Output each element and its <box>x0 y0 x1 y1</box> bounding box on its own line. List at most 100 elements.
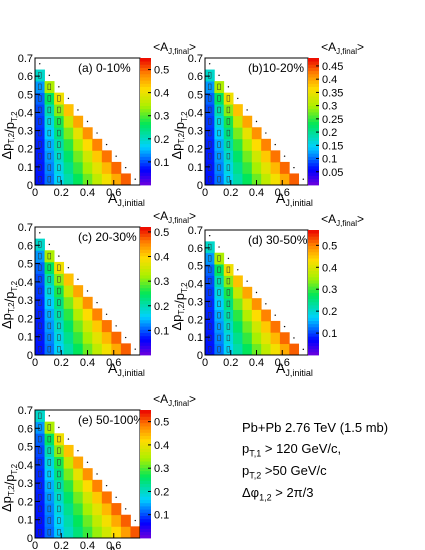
y-axis-label-sub: T,2 <box>177 132 186 143</box>
error-box <box>57 264 61 271</box>
colorbar-tick-label: 0.1 <box>154 157 169 169</box>
colorbar-segment <box>308 169 319 173</box>
heatmap-cell <box>101 503 112 516</box>
heatmap-cell <box>73 115 84 128</box>
heatmap-cell <box>63 273 74 286</box>
heatmap-cell <box>44 150 55 163</box>
colorbar-segment <box>308 146 319 151</box>
heatmap-cell <box>261 309 271 322</box>
colorbar-segment <box>140 291 151 295</box>
heatmap-cell <box>82 526 93 539</box>
error-box <box>217 266 221 273</box>
colorbar-segment <box>308 121 319 126</box>
sparse-dot <box>67 267 70 269</box>
error-box <box>47 299 51 306</box>
colorbar-segment <box>140 319 151 324</box>
heatmap-cell <box>44 479 55 492</box>
heatmap-cell <box>101 150 112 163</box>
colorbar-label-close: > <box>189 392 196 406</box>
colorbar-segment <box>308 140 319 145</box>
y-tick-label: 0.7 <box>18 53 33 65</box>
colorbar-segment <box>308 339 319 343</box>
heatmap-cell <box>233 332 243 345</box>
sparse-dot <box>48 243 51 246</box>
sparse-dot <box>208 234 211 237</box>
heatmap-cell <box>73 503 84 516</box>
colorbar-segment <box>140 146 151 151</box>
error-box <box>217 176 221 183</box>
y-tick-label: 0.3 <box>188 126 203 138</box>
heatmap-cell <box>270 173 281 186</box>
error-box <box>38 447 42 454</box>
colorbar-tick-label: 0.45 <box>322 61 343 73</box>
sparse-dot <box>105 313 108 315</box>
colorbar-segment <box>308 153 319 157</box>
colorbar-segment <box>308 264 319 268</box>
error-box <box>226 312 231 319</box>
heatmap-cell <box>223 264 234 276</box>
heatmap-cell <box>44 104 55 117</box>
heatmap-cell <box>82 161 93 174</box>
heatmap-panel-5: 0 0.2 0.4 0.6 0 0.1 0.2 0.3 0.4 0.5 0.6 0.7 AJ,initi… <box>0 392 196 550</box>
colorbar-segment <box>308 99 319 103</box>
colorbar-tick-label: 0.3 <box>154 111 169 123</box>
colorbar-label-sub: J,final <box>336 47 357 56</box>
heatmap-cell <box>233 173 243 186</box>
error-box <box>208 95 212 102</box>
error-box <box>217 129 221 137</box>
colorbar-tick-label: 0.5 <box>154 417 169 429</box>
sparse-dot <box>124 336 127 339</box>
y-tick-label: 0.2 <box>188 314 203 326</box>
heatmap-cell <box>223 92 234 105</box>
colorbar-segment <box>140 509 151 513</box>
heatmap-cell <box>35 444 45 457</box>
error-box <box>217 289 221 296</box>
colorbar-tick-label: 0.1 <box>322 154 337 166</box>
error-box <box>38 264 42 271</box>
heatmap-cell <box>205 138 215 151</box>
error-box <box>226 176 231 183</box>
colorbar-segment <box>140 96 151 100</box>
colorbar-segment <box>140 477 151 481</box>
heatmap-cell <box>35 479 45 492</box>
y-axis-label-sub: T,2 <box>180 282 189 293</box>
colorbar-segment <box>140 300 151 305</box>
y-tick-label: 0.4 <box>18 460 33 472</box>
error-box <box>57 95 61 102</box>
colorbar-segment <box>140 342 151 346</box>
heatmap-cell <box>73 138 84 151</box>
heatmap-cell <box>35 173 45 186</box>
heatmap-cell <box>233 298 243 310</box>
heatmap-cell <box>214 81 225 94</box>
heatmap-cell <box>92 173 103 186</box>
heatmap-cell <box>251 138 262 151</box>
colorbar-segment <box>140 470 151 475</box>
colorbar-segment <box>140 297 151 301</box>
heatmap-cell <box>233 286 243 299</box>
y-axis-label-part: /p <box>172 122 187 133</box>
error-box <box>57 129 61 137</box>
colorbar-segment <box>140 165 151 170</box>
heatmap-cell <box>111 343 122 356</box>
colorbar-label-open: <A <box>153 40 168 54</box>
error-box <box>38 83 42 91</box>
sparse-dot <box>237 97 239 100</box>
y-tick-label: 0.1 <box>188 162 203 174</box>
colorbar-segment <box>140 496 151 500</box>
colorbar-segment <box>140 137 151 141</box>
error-box <box>47 164 51 171</box>
colorbar-segment <box>308 298 319 303</box>
colorbar-segment <box>140 464 151 468</box>
colorbar-segment <box>140 111 151 116</box>
y-tick-label: 0.3 <box>18 126 33 138</box>
heatmap-cell <box>44 92 55 105</box>
heatmap-cell <box>63 343 74 356</box>
sparse-dot <box>124 166 127 169</box>
heatmap-cell <box>35 421 45 434</box>
colorbar-segment <box>308 295 319 300</box>
y-axis-label: ΔpT,2/pT,2 <box>0 280 19 329</box>
y-tick-label: 0.6 <box>18 71 33 83</box>
colorbar-segment <box>140 150 151 154</box>
heatmap-cell <box>54 514 65 527</box>
sparse-dot <box>218 74 220 77</box>
